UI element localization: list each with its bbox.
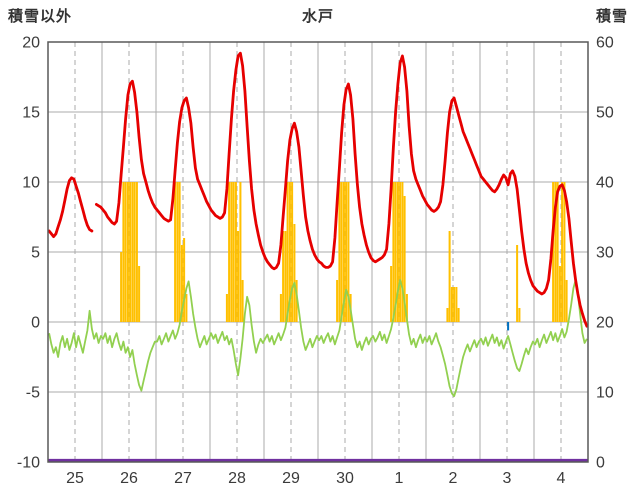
svg-text:27: 27 xyxy=(174,470,192,487)
svg-text:29: 29 xyxy=(282,470,300,487)
svg-text:25: 25 xyxy=(66,470,84,487)
svg-text:28: 28 xyxy=(228,470,246,487)
svg-text:0: 0 xyxy=(31,315,40,332)
svg-text:10: 10 xyxy=(596,385,614,402)
svg-text:20: 20 xyxy=(596,315,614,332)
svg-text:-5: -5 xyxy=(26,385,40,402)
svg-text:5: 5 xyxy=(31,245,40,262)
svg-text:60: 60 xyxy=(596,35,614,52)
left-axis-title: 積雪以外 xyxy=(8,8,73,25)
svg-text:40: 40 xyxy=(596,175,614,192)
chart-title: 水戸 xyxy=(301,8,334,25)
svg-text:4: 4 xyxy=(557,470,566,487)
svg-text:1: 1 xyxy=(395,470,404,487)
svg-text:20: 20 xyxy=(22,35,40,52)
right-axis-title: 積雪 xyxy=(595,8,628,25)
svg-text:3: 3 xyxy=(503,470,512,487)
svg-text:30: 30 xyxy=(596,245,614,262)
svg-text:2: 2 xyxy=(449,470,458,487)
svg-text:50: 50 xyxy=(596,105,614,122)
svg-text:0: 0 xyxy=(596,455,605,472)
svg-text:26: 26 xyxy=(120,470,138,487)
svg-text:-10: -10 xyxy=(17,455,40,472)
svg-text:15: 15 xyxy=(22,105,40,122)
svg-text:10: 10 xyxy=(22,175,40,192)
svg-text:30: 30 xyxy=(336,470,354,487)
